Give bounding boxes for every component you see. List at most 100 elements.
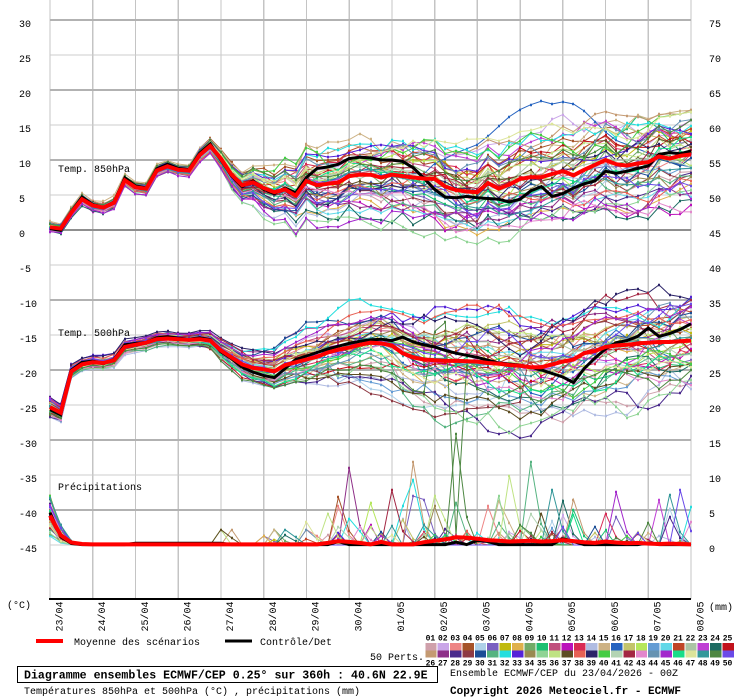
svg-text:16: 16	[611, 635, 621, 644]
svg-text:36: 36	[549, 660, 559, 669]
svg-text:37: 37	[562, 660, 572, 669]
svg-text:10: 10	[19, 160, 31, 171]
svg-text:44: 44	[648, 660, 658, 669]
svg-text:-5: -5	[19, 265, 31, 276]
svg-text:50: 50	[723, 660, 733, 669]
svg-text:Moyenne des scénarios: Moyenne des scénarios	[74, 637, 200, 649]
svg-text:Précipitations: Précipitations	[58, 482, 142, 494]
svg-text:06/05: 06/05	[610, 601, 622, 631]
svg-text:28/04: 28/04	[268, 601, 280, 631]
svg-text:5: 5	[19, 195, 25, 206]
svg-text:03: 03	[450, 635, 460, 644]
svg-text:42: 42	[624, 660, 634, 669]
svg-text:32: 32	[500, 660, 510, 669]
svg-text:40: 40	[599, 660, 609, 669]
svg-text:49: 49	[710, 660, 720, 669]
svg-text:05/05: 05/05	[567, 601, 579, 631]
svg-text:70: 70	[709, 55, 721, 66]
svg-text:30/04: 30/04	[353, 601, 365, 631]
svg-text:25: 25	[19, 55, 31, 66]
svg-text:15: 15	[599, 635, 609, 644]
svg-text:47: 47	[686, 660, 696, 669]
svg-text:29/04: 29/04	[311, 601, 323, 631]
svg-text:11: 11	[549, 635, 559, 644]
svg-text:01: 01	[426, 635, 436, 644]
svg-text:20: 20	[19, 90, 31, 101]
svg-text:34: 34	[525, 660, 535, 669]
svg-text:08: 08	[512, 635, 522, 644]
svg-text:25: 25	[723, 635, 733, 644]
svg-text:5: 5	[709, 510, 715, 521]
svg-text:22: 22	[686, 635, 696, 644]
svg-text:27/04: 27/04	[225, 601, 237, 631]
svg-text:03/05: 03/05	[482, 601, 494, 631]
svg-text:05: 05	[475, 635, 485, 644]
svg-text:-15: -15	[19, 335, 37, 346]
svg-text:30: 30	[19, 20, 31, 31]
svg-text:Diagramme ensembles ECMWF/CEP: Diagramme ensembles ECMWF/CEP 0.25° sur …	[24, 670, 428, 683]
svg-text:38: 38	[574, 660, 584, 669]
svg-text:50 Perts.: 50 Perts.	[370, 653, 424, 664]
svg-text:-10: -10	[19, 300, 37, 311]
svg-text:39: 39	[587, 660, 597, 669]
svg-text:18: 18	[636, 635, 646, 644]
svg-text:04: 04	[463, 635, 473, 644]
svg-text:60: 60	[709, 125, 721, 136]
svg-text:Temp. 850hPa: Temp. 850hPa	[58, 164, 130, 176]
svg-text:(mm): (mm)	[709, 602, 733, 614]
svg-text:17: 17	[624, 635, 634, 644]
svg-text:55: 55	[709, 160, 721, 171]
svg-text:Contrôle/Det: Contrôle/Det	[260, 637, 332, 649]
svg-text:35: 35	[537, 660, 547, 669]
svg-text:28: 28	[450, 660, 460, 669]
svg-text:07: 07	[500, 635, 510, 644]
svg-text:15: 15	[19, 125, 31, 136]
svg-text:Copyright 2026 Meteociel.fr -: Copyright 2026 Meteociel.fr - ECMWF	[450, 686, 681, 698]
svg-text:-30: -30	[19, 440, 37, 451]
svg-text:07/05: 07/05	[653, 601, 665, 631]
svg-text:50: 50	[709, 195, 721, 206]
svg-text:0: 0	[19, 230, 25, 241]
svg-text:06: 06	[488, 635, 498, 644]
svg-text:26: 26	[426, 660, 436, 669]
svg-text:43: 43	[636, 660, 646, 669]
svg-text:25: 25	[709, 370, 721, 381]
svg-text:-40: -40	[19, 510, 37, 521]
svg-text:35: 35	[709, 300, 721, 311]
svg-text:14: 14	[587, 635, 597, 644]
svg-text:26/04: 26/04	[183, 601, 195, 631]
svg-text:40: 40	[709, 265, 721, 276]
svg-text:Températures 850hPa et 500hPa: Températures 850hPa et 500hPa (°C) , pré…	[24, 686, 360, 698]
svg-text:33: 33	[512, 660, 522, 669]
svg-text:02: 02	[438, 635, 448, 644]
svg-text:23/04: 23/04	[54, 601, 66, 631]
svg-text:01/05: 01/05	[396, 601, 408, 631]
svg-text:21: 21	[673, 635, 683, 644]
svg-text:46: 46	[673, 660, 683, 669]
svg-text:45: 45	[709, 230, 721, 241]
svg-text:12: 12	[562, 635, 572, 644]
svg-text:-25: -25	[19, 405, 37, 416]
svg-text:75: 75	[709, 20, 721, 31]
svg-text:02/05: 02/05	[439, 601, 451, 631]
svg-text:15: 15	[709, 440, 721, 451]
svg-text:20: 20	[661, 635, 671, 644]
svg-text:10: 10	[709, 475, 721, 486]
svg-text:27: 27	[438, 660, 448, 669]
svg-text:24/04: 24/04	[97, 601, 109, 631]
svg-text:29: 29	[463, 660, 473, 669]
svg-text:-45: -45	[19, 545, 37, 556]
svg-text:Ensemble ECMWF/CEP du 23/04/20: Ensemble ECMWF/CEP du 23/04/2026 - 00Z	[450, 668, 678, 680]
svg-text:48: 48	[698, 660, 708, 669]
svg-text:0: 0	[709, 545, 715, 556]
svg-text:08/05: 08/05	[695, 601, 707, 631]
svg-text:31: 31	[488, 660, 498, 669]
svg-text:13: 13	[574, 635, 584, 644]
svg-text:23: 23	[698, 635, 708, 644]
svg-text:30: 30	[709, 335, 721, 346]
svg-text:20: 20	[709, 405, 721, 416]
svg-text:45: 45	[661, 660, 671, 669]
svg-text:09: 09	[525, 635, 535, 644]
svg-text:25/04: 25/04	[140, 601, 152, 631]
svg-text:10: 10	[537, 635, 547, 644]
